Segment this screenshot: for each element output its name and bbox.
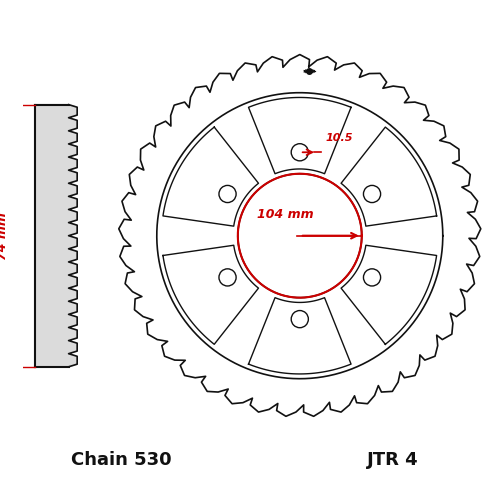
Polygon shape: [248, 298, 351, 374]
Circle shape: [364, 186, 380, 202]
Polygon shape: [163, 127, 258, 226]
Polygon shape: [341, 127, 436, 226]
Circle shape: [219, 186, 236, 202]
Text: Chain 530: Chain 530: [71, 450, 172, 468]
Polygon shape: [341, 245, 436, 344]
Text: JTR 4: JTR 4: [366, 450, 418, 468]
Polygon shape: [248, 98, 351, 174]
Text: 10.5: 10.5: [326, 133, 353, 143]
Text: 74 mm: 74 mm: [0, 212, 9, 260]
Circle shape: [364, 269, 380, 286]
Text: 104 mm: 104 mm: [257, 208, 314, 222]
Polygon shape: [163, 245, 258, 344]
Circle shape: [291, 310, 308, 328]
Polygon shape: [35, 104, 77, 367]
Circle shape: [219, 269, 236, 286]
Polygon shape: [35, 104, 77, 367]
Circle shape: [291, 144, 308, 161]
